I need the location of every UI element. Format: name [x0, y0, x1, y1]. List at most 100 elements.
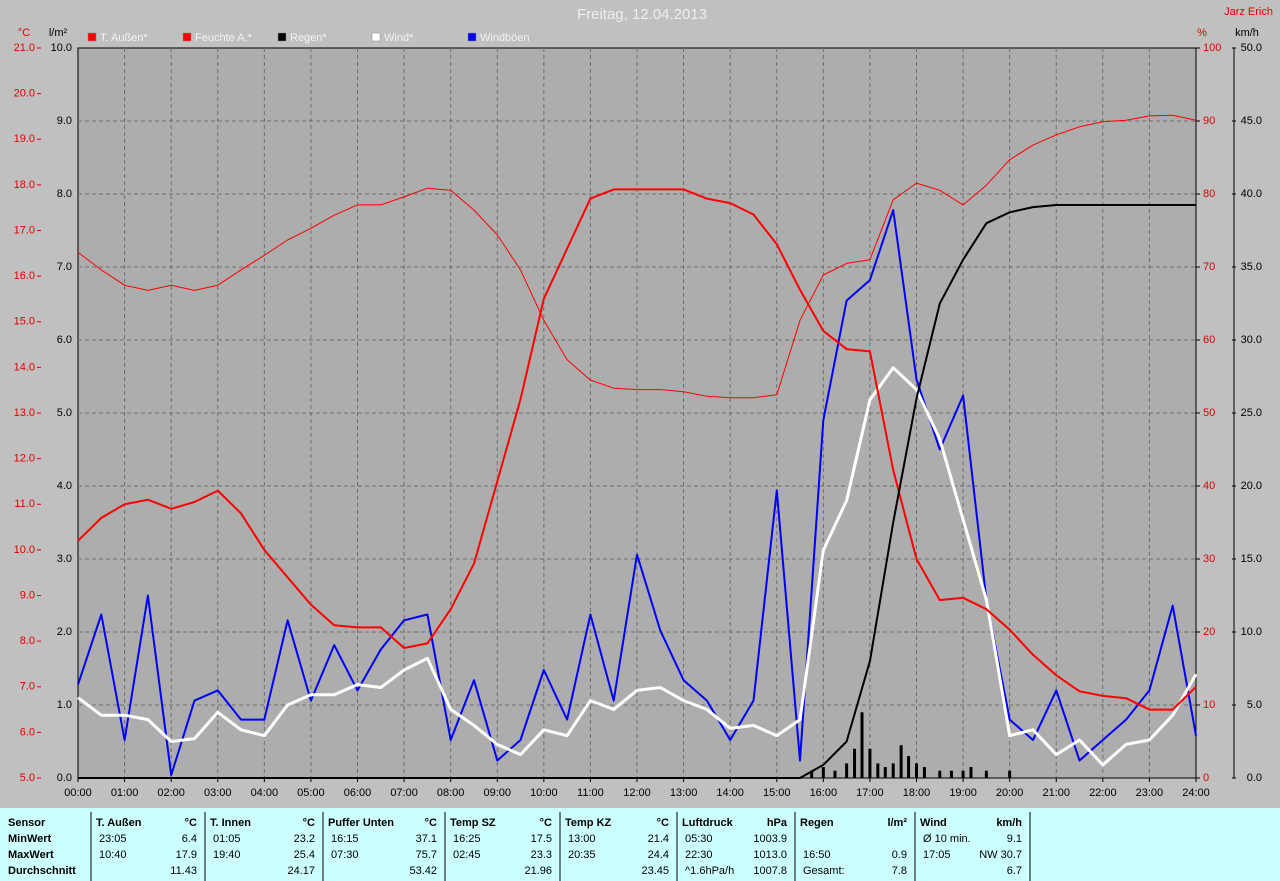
y2-tick-label: 2.0 — [57, 626, 72, 638]
group-name: Regen — [800, 817, 834, 829]
rain-bar — [876, 763, 880, 778]
group-unit: °C — [303, 817, 315, 829]
y-tick-label: 19.0 — [14, 133, 35, 145]
y2-tick-label: 8.0 — [57, 188, 72, 200]
y3-tick-label: 30 — [1203, 553, 1215, 565]
group-unit: hPa — [767, 817, 788, 829]
y-tick-label: 21.0 — [14, 42, 35, 54]
rain-bar — [907, 756, 911, 778]
x-tick-label: 20:00 — [996, 787, 1024, 799]
y4-tick-label: 20.0 — [1241, 480, 1262, 492]
legend-label: T. Außen* — [100, 32, 148, 44]
x-tick-label: 24:00 — [1182, 787, 1210, 799]
stat-label: 13:00 — [568, 833, 596, 845]
stat-value: 9.1 — [1007, 833, 1022, 845]
stat-label: ^1.6hPa/h — [685, 865, 734, 877]
legend-swatch — [87, 32, 97, 42]
stat-label: 16:50 — [803, 849, 831, 861]
chart-title: Freitag, 12.04.2013 — [577, 6, 707, 23]
y2-tick-label: 0.0 — [57, 772, 72, 784]
stat-label: 16:15 — [331, 833, 359, 845]
y-tick-label: 12.0 — [14, 453, 35, 465]
x-tick-label: 17:00 — [856, 787, 884, 799]
rain-bar — [984, 770, 988, 778]
legend-swatch — [277, 32, 287, 42]
y3-tick-label: 40 — [1203, 480, 1215, 492]
y4-tick-label: 5.0 — [1247, 699, 1262, 711]
rain-bar — [969, 767, 973, 778]
y-tick-label: 17.0 — [14, 224, 35, 236]
stat-value: 25.4 — [294, 849, 315, 861]
y4-tick-label: 15.0 — [1241, 553, 1262, 565]
y-tick-label: 7.0 — [20, 681, 35, 693]
group-unit: °C — [185, 817, 197, 829]
legend-label: Regen* — [290, 32, 327, 44]
y3-tick-label: 100 — [1203, 42, 1221, 54]
y2-axis-unit: l/m² — [49, 27, 68, 39]
stat-label: 23:05 — [99, 833, 127, 845]
y2-tick-label: 7.0 — [57, 261, 72, 273]
stat-value: 6.7 — [1007, 865, 1022, 877]
x-tick-label: 07:00 — [390, 787, 418, 799]
group-name: T. Außen — [96, 817, 142, 829]
x-tick-label: 05:00 — [297, 787, 325, 799]
y4-tick-label: 30.0 — [1241, 334, 1262, 346]
x-tick-label: 11:00 — [577, 787, 604, 799]
x-tick-label: 09:00 — [483, 787, 511, 799]
group-unit: °C — [425, 817, 437, 829]
y3-tick-label: 0 — [1203, 772, 1209, 784]
stat-value: 1003.9 — [753, 833, 787, 845]
x-tick-label: 00:00 — [64, 787, 92, 799]
group-name: Luftdruck — [682, 817, 734, 829]
legend-label: Feuchte A.* — [195, 32, 253, 44]
stat-value: 21.96 — [524, 865, 552, 877]
x-tick-label: 10:00 — [530, 787, 558, 799]
rain-bar — [883, 767, 887, 778]
series-line — [77, 188, 1197, 711]
x-tick-label: 04:00 — [251, 787, 279, 799]
row-label: Durchschnitt — [8, 865, 76, 877]
rain-bar — [961, 770, 965, 778]
row-label: MinWert — [8, 833, 52, 845]
stat-value: 24.17 — [287, 865, 315, 877]
x-tick-label: 06:00 — [344, 787, 372, 799]
series-line — [78, 204, 1196, 779]
rain-bar — [938, 770, 942, 778]
stat-label: Gesamt: — [803, 865, 845, 877]
y-tick-label: 8.0 — [20, 635, 35, 647]
rain-bar — [868, 748, 872, 778]
legend-swatch — [371, 32, 381, 42]
y3-tick-label: 80 — [1203, 188, 1215, 200]
x-tick-label: 18:00 — [903, 787, 931, 799]
y-tick-label: 15.0 — [14, 316, 35, 328]
y4-tick-label: 50.0 — [1241, 42, 1262, 54]
y-tick-label: 11.0 — [14, 498, 35, 510]
stat-value: 7.8 — [892, 865, 907, 877]
y-tick-label: 6.0 — [20, 726, 35, 738]
rain-bar — [891, 763, 895, 778]
stat-value: 75.7 — [416, 849, 437, 861]
rain-bar — [810, 770, 814, 778]
group-name: Temp KZ — [565, 817, 612, 829]
series-line — [77, 366, 1198, 767]
legend-swatch — [182, 32, 192, 42]
rain-bar — [821, 767, 825, 778]
y2-tick-label: 6.0 — [57, 334, 72, 346]
x-tick-label: 19:00 — [949, 787, 977, 799]
y4-tick-label: 0.0 — [1247, 772, 1262, 784]
rain-bar — [860, 712, 864, 778]
y-axis-unit: °C — [18, 27, 30, 39]
y4-tick-label: 45.0 — [1241, 115, 1262, 127]
y-tick-label: 9.0 — [20, 589, 35, 601]
rain-bar — [922, 767, 926, 778]
y4-axis-unit: km/h — [1235, 27, 1259, 39]
y-tick-label: 16.0 — [14, 270, 35, 282]
x-tick-label: 03:00 — [204, 787, 232, 799]
y2-tick-label: 4.0 — [57, 480, 72, 492]
rain-bar — [949, 770, 953, 778]
x-tick-label: 21:00 — [1042, 787, 1070, 799]
group-name: T. Innen — [210, 817, 251, 829]
stat-value: 1007.8 — [753, 865, 787, 877]
